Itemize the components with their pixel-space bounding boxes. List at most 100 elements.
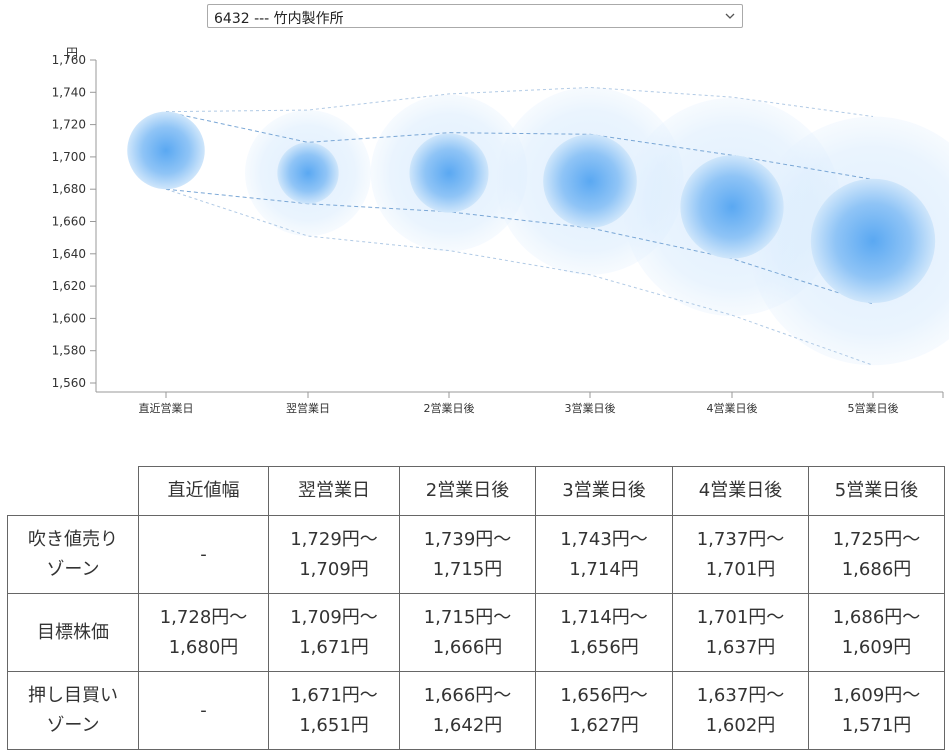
cell-value: 1,609円 xyxy=(841,636,912,658)
cell-value: 1,686円～ xyxy=(832,606,921,628)
target-low-line xyxy=(165,188,874,305)
cell-value: 1,671円～ xyxy=(290,684,378,706)
table-cell: 1,739円～ 1,715円 xyxy=(399,515,536,594)
row-label-text: 押し目買い xyxy=(28,684,118,706)
table-cell: - xyxy=(138,671,269,750)
table-cell: 1,729円～ 1,709円 xyxy=(268,515,400,594)
cell-value: 1,743円～ xyxy=(560,528,648,550)
x-tick-label: 5営業日後 xyxy=(848,401,899,415)
target-bubble xyxy=(409,133,489,213)
cell-value: 1,728円～ xyxy=(159,606,248,628)
cell-value: 1,729円～ xyxy=(290,528,378,550)
table-header-cell: 直近値幅 xyxy=(138,466,269,516)
chevron-down-icon xyxy=(725,13,735,19)
y-tick-label: 1,660 xyxy=(52,215,86,229)
x-tick-label: 直近営業日 xyxy=(139,401,194,415)
cell-value: 1,714円 xyxy=(569,558,639,580)
cell-value: 1,680円 xyxy=(168,636,239,658)
target-bubble xyxy=(277,142,339,204)
target-high-line xyxy=(165,111,874,181)
y-tick-label: 1,760 xyxy=(52,53,86,67)
table-cell: 1,686円～ 1,609円 xyxy=(808,593,945,672)
y-tick-label: 1,640 xyxy=(52,247,86,261)
stock-selector[interactable]: 6432 --- 竹内製作所 xyxy=(207,4,743,28)
y-axis-unit-label: 円 xyxy=(66,46,78,60)
x-tick-label: 4営業日後 xyxy=(707,401,758,415)
cell-value: 1,715円～ xyxy=(423,606,512,628)
cell-value: 1,666円～ xyxy=(423,684,512,706)
cell-value: 1,642円 xyxy=(432,714,503,736)
table-cell: 1,725円～ 1,686円 xyxy=(808,515,945,594)
table-header-cell: 翌営業日 xyxy=(268,466,400,516)
table-header-row: 直近値幅 翌営業日 2営業日後 3営業日後 4営業日後 5営業日後 xyxy=(7,466,945,516)
row-label-text: ゾーン xyxy=(46,558,100,580)
table-cell: 1,737円～ 1,701円 xyxy=(672,515,809,594)
table-cell: 1,609円～ 1,571円 xyxy=(808,671,945,750)
cell-value: 1,627円 xyxy=(569,714,639,736)
cell-value: 1,686円 xyxy=(841,558,912,580)
row-label-text: 目標株価 xyxy=(37,621,109,643)
cell-value: 1,737円～ xyxy=(696,528,785,550)
table-row: 吹き値売りゾーン - 1,729円～ 1,709円 1,739円～ 1,715円 1,743… xyxy=(7,515,945,594)
table-cell: 1,701円～ 1,637円 xyxy=(672,593,809,672)
cell-value: - xyxy=(200,543,207,565)
x-tick-label: 2営業日後 xyxy=(424,401,475,415)
row-label-text: ゾーン xyxy=(46,714,100,736)
table-cell: - xyxy=(138,515,269,594)
table-header-cell: 4営業日後 xyxy=(672,466,809,516)
stock-selector-value: 6432 --- 竹内製作所 xyxy=(214,11,344,27)
cell-value: 1,602円 xyxy=(705,714,776,736)
y-tick-label: 1,600 xyxy=(52,311,86,325)
y-tick-label: 1,700 xyxy=(52,150,86,164)
row-label-cell: 押し目買い ゾーン xyxy=(7,671,139,750)
table-cell: 1,728円～ 1,680円 xyxy=(138,593,269,672)
table-row: 目標株価 1,728円～ 1,680円 1,709円～ 1,671円 1,715円～ 1,6… xyxy=(7,593,945,672)
table-cell: 1,715円～ 1,666円 xyxy=(399,593,536,672)
x-tick-label: 翌営業日 xyxy=(286,401,330,415)
forecast-bubble-chart: 1,760 1,740 1,720 1,700 1,680 1,660 1,640 1,620… xyxy=(52,46,949,415)
target-bubble xyxy=(680,155,784,259)
x-tick-label: 3営業日後 xyxy=(565,401,616,415)
cell-value: 1,651円 xyxy=(299,714,369,736)
row-label-cell: 目標株価 xyxy=(7,593,139,672)
table-header-cell: 5営業日後 xyxy=(808,466,945,516)
y-tick-label: 1,620 xyxy=(52,279,86,293)
table-cell: 1,656円～ 1,627円 xyxy=(535,671,673,750)
forecast-table: 直近値幅 翌営業日 2営業日後 3営業日後 4営業日後 5営業日後 吹き値売りゾーン - 1,… xyxy=(7,466,945,750)
table-cell: 1,709円～ 1,671円 xyxy=(268,593,400,672)
cell-value: 1,715円 xyxy=(432,558,503,580)
row-label-cell: 吹き値売り ゾーン xyxy=(7,515,139,594)
cell-value: 1,666円 xyxy=(432,636,503,658)
cell-value: 1,671円 xyxy=(299,636,369,658)
row-label-text: 吹き値売り xyxy=(28,528,118,550)
target-bubble xyxy=(127,111,205,190)
table-cell: 1,714円～ 1,656円 xyxy=(535,593,673,672)
table-corner-cell xyxy=(7,466,139,516)
cell-value: 1,609円～ xyxy=(832,684,921,706)
table-row: 押し目買いゾーン - 1,671円～ 1,651円 1,666円～ 1,642円 1,656… xyxy=(7,671,945,750)
cell-value: 1,714円～ xyxy=(560,606,648,628)
table-header-cell: 2営業日後 xyxy=(399,466,536,516)
cell-value: 1,701円～ xyxy=(696,606,785,628)
table-cell: 1,666円～ 1,642円 xyxy=(399,671,536,750)
cell-value: 1,656円 xyxy=(569,636,639,658)
cell-value: - xyxy=(200,699,207,721)
table-cell: 1,743円～ 1,714円 xyxy=(535,515,673,594)
table-header-cell: 3営業日後 xyxy=(535,466,673,516)
target-bubble xyxy=(810,178,936,304)
target-bubble xyxy=(543,134,637,228)
y-tick-label: 1,680 xyxy=(52,182,86,196)
y-tick-label: 1,740 xyxy=(52,85,86,99)
cell-value: 1,725円～ xyxy=(832,528,921,550)
y-tick-label: 1,560 xyxy=(52,376,86,390)
y-tick-label: 1,580 xyxy=(52,344,86,358)
cell-value: 1,656円～ xyxy=(560,684,648,706)
table-cell: 1,637円～ 1,602円 xyxy=(672,671,809,750)
y-tick-label: 1,720 xyxy=(52,118,86,132)
cell-value: 1,701円 xyxy=(705,558,776,580)
cell-value: 1,739円～ xyxy=(423,528,512,550)
cell-value: 1,637円～ xyxy=(696,684,785,706)
zone-high-line xyxy=(165,86,874,118)
table-cell: 1,671円～ 1,651円 xyxy=(268,671,400,750)
cell-value: 1,571円 xyxy=(841,714,912,736)
